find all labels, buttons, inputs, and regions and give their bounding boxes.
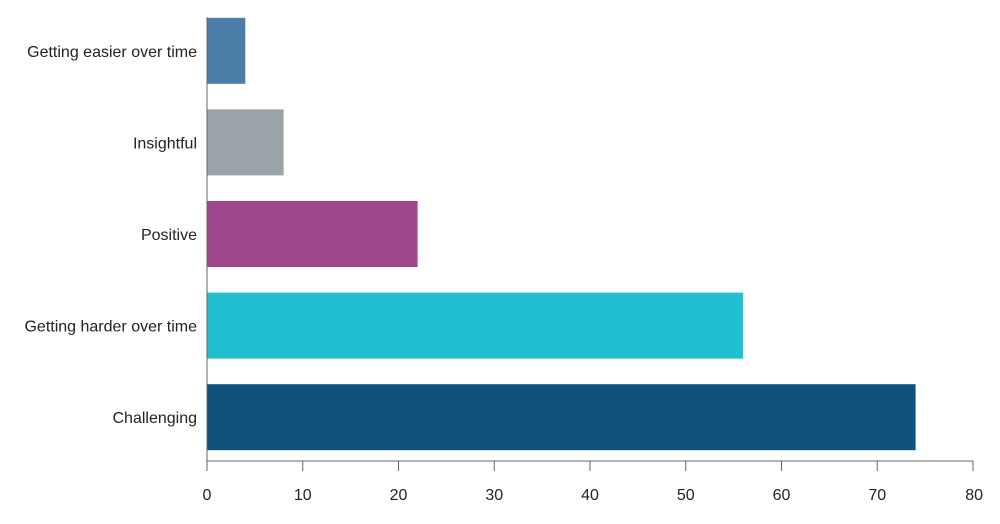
x-tick-label: 20 — [390, 487, 408, 504]
bar-4 — [207, 384, 916, 451]
category-label: Challenging — [112, 410, 197, 427]
x-tick-label: 30 — [485, 487, 503, 504]
x-tick-label: 50 — [677, 487, 695, 504]
x-tick-label: 80 — [965, 487, 983, 504]
bars-group — [207, 17, 916, 451]
category-label: Positive — [141, 227, 197, 244]
bar-0 — [207, 17, 246, 84]
category-labels: Getting easier over time Insightful Positi… — [24, 44, 197, 427]
category-label: Getting easier over time — [27, 44, 197, 61]
x-tick-label: 10 — [294, 487, 312, 504]
x-axis-ticks: 0 10 20 30 40 50 60 70 80 — [203, 461, 983, 504]
category-label: Getting harder over time — [24, 319, 197, 336]
x-tick-label: 40 — [581, 487, 599, 504]
bar-2 — [207, 201, 418, 267]
bar-1 — [207, 109, 284, 176]
x-tick-label: 0 — [203, 487, 212, 504]
category-label: Insightful — [133, 135, 197, 152]
x-tick-label: 60 — [773, 487, 791, 504]
bar-3 — [207, 292, 744, 359]
x-tick-label: 70 — [868, 487, 886, 504]
